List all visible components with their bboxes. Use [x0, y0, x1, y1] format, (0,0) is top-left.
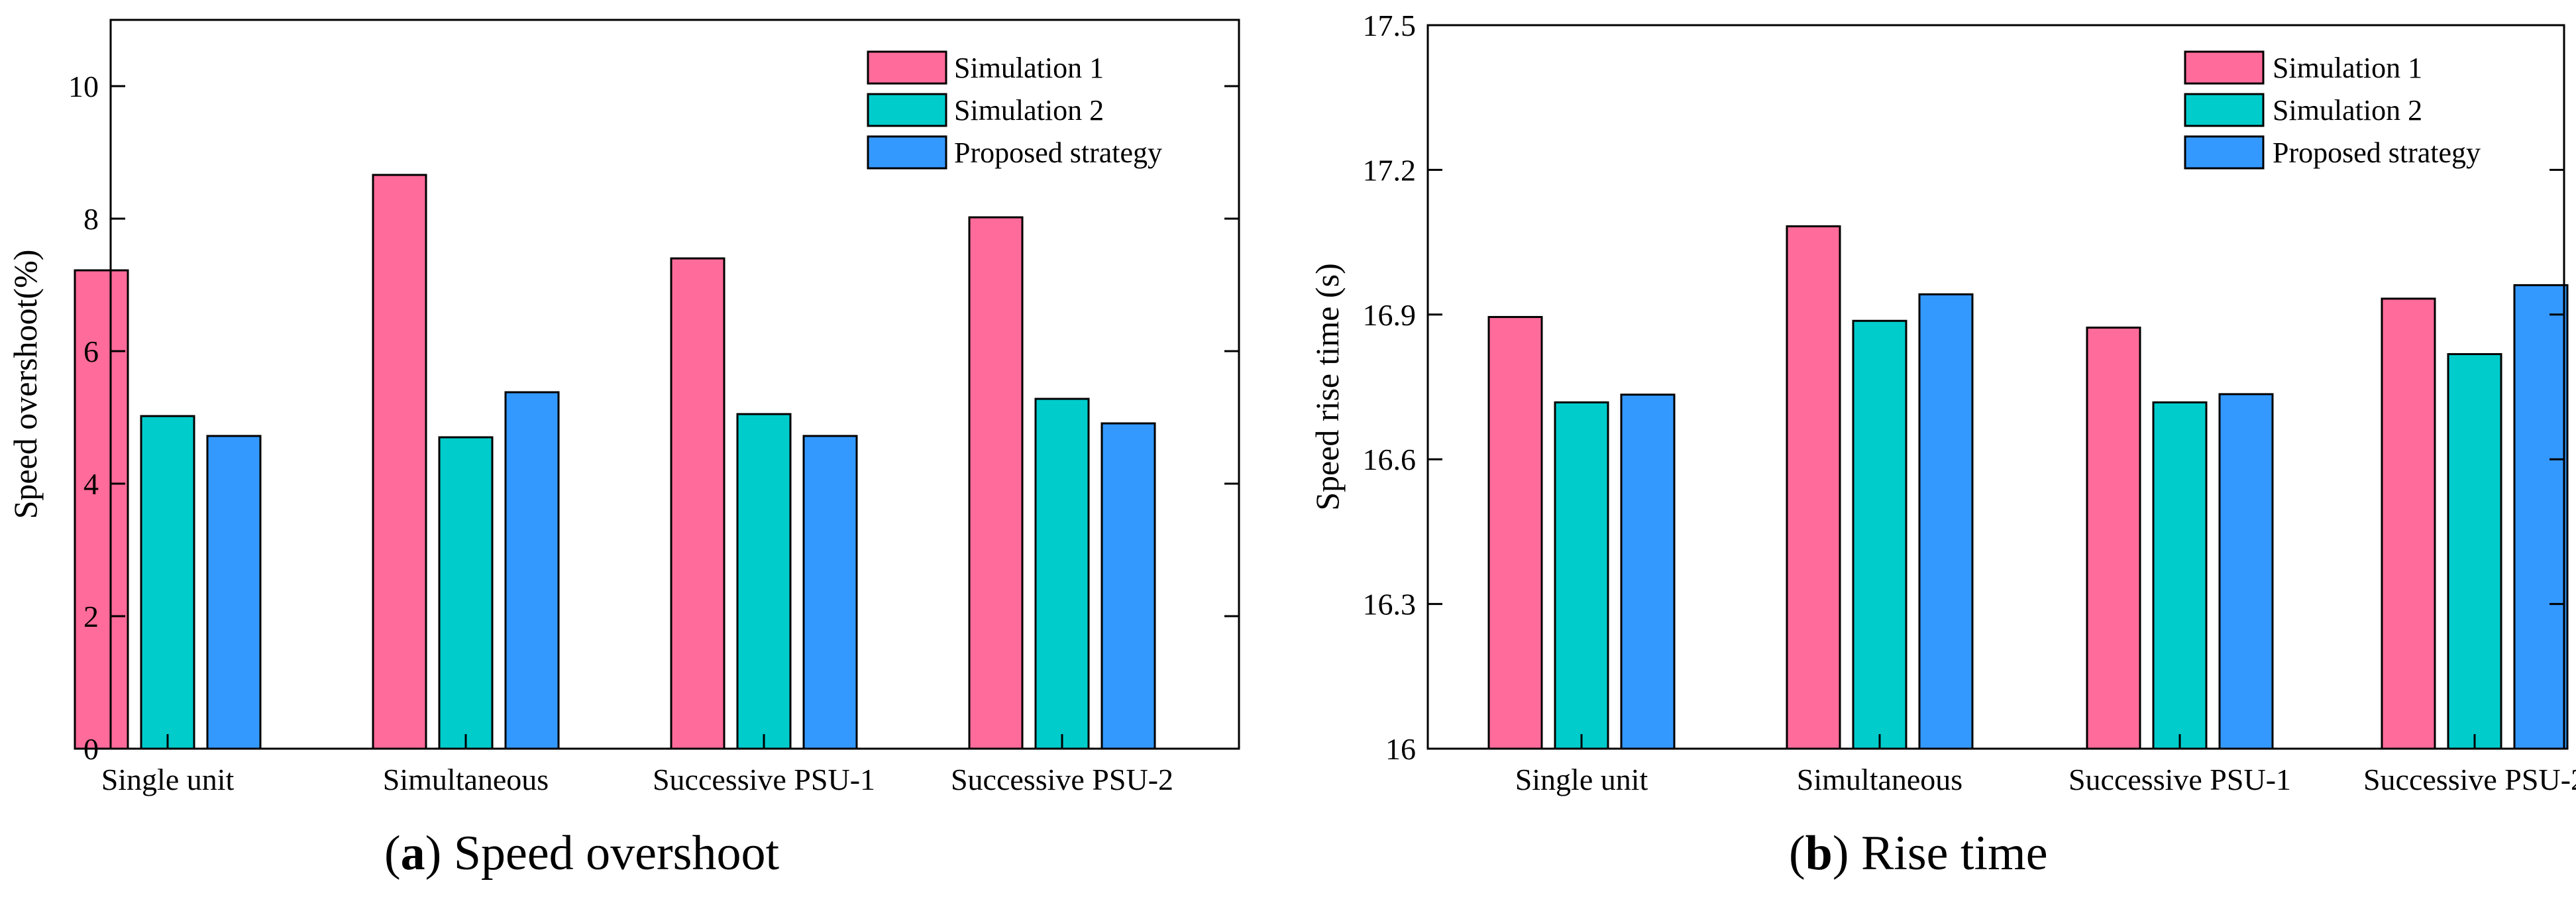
caption-text: Speed overshoot: [454, 826, 780, 881]
panel-caption: (a) Speed overshoot: [384, 826, 779, 881]
caption-letter: b: [1805, 826, 1833, 881]
legend-label: Simulation 2: [2273, 94, 2422, 127]
y-tick-label: 0: [83, 732, 99, 766]
y-tick-label: 16.6: [1363, 443, 1417, 476]
y-axis-label: Speed rise time (s): [1309, 263, 1346, 511]
y-tick-label: 10: [68, 70, 99, 103]
y-tick-label: 8: [83, 202, 99, 236]
legend-swatch: [2184, 135, 2265, 170]
legend-label: Proposed strategy: [2273, 136, 2481, 169]
bar-proposed-strategy-2: [1918, 293, 1974, 750]
bar-proposed-strategy-1: [206, 435, 262, 750]
bar-proposed-strategy-3: [802, 435, 858, 750]
bar-simulation-1-3: [2086, 326, 2141, 750]
bar-proposed-strategy-1: [1620, 394, 1676, 750]
x-tick-label: Simultaneous: [383, 763, 549, 796]
bar-simulation-2-2: [1852, 319, 1907, 750]
legend-label: Simulation 1: [954, 52, 1104, 84]
panel-caption: (b) Rise time: [1789, 826, 2048, 881]
bar-proposed-strategy-4: [2513, 284, 2569, 750]
x-tick-label: Single unit: [101, 763, 235, 796]
bar-simulation-2-2: [438, 436, 494, 750]
chart-panel-1: 0 2 4 6 8 10 Single unit Simultaneous Successive…: [7, 19, 1240, 881]
y-tick-label: 16.9: [1363, 298, 1417, 332]
bar-simulation-2-4: [1034, 398, 1090, 750]
bar-proposed-strategy-4: [1100, 422, 1156, 750]
bar-simulation-1-2: [1786, 225, 1841, 750]
y-tick-label: 16.3: [1363, 588, 1417, 621]
caption-letter: a: [401, 826, 425, 881]
bar-simulation-1-4: [2381, 297, 2436, 750]
legend-label: Simulation 2: [954, 94, 1104, 127]
x-tick-label: Successive PSU-2: [2363, 763, 2576, 796]
x-tick-label: Successive PSU-1: [2068, 763, 2291, 796]
x-tick-label: Successive PSU-1: [653, 763, 875, 796]
plot-frame: [1426, 24, 2565, 750]
plot-frame: [109, 19, 1240, 750]
bar-proposed-strategy-2: [504, 391, 560, 750]
bar-simulation-1-1: [1487, 315, 1543, 750]
caption-text: Rise time: [1861, 826, 2048, 881]
chart-panel-2: 16 16.3 16.6 16.9 17.2 17.5 Single unit Simulta…: [1309, 9, 2576, 881]
y-tick-label: 16: [1385, 732, 1416, 766]
bar-simulation-1-2: [372, 174, 427, 750]
y-tick-label: 17.5: [1363, 9, 1417, 42]
legend: Simulation 1 Simulation 2 Proposed strateg…: [867, 50, 1162, 170]
bar-simulation-1-4: [968, 216, 1024, 750]
bar-simulation-2-3: [736, 413, 792, 750]
bar-simulation-2-3: [2152, 401, 2208, 750]
bar-simulation-2-1: [1554, 401, 1609, 750]
legend-swatch: [867, 50, 947, 85]
bar-simulation-2-4: [2447, 352, 2502, 750]
y-tick-label: 17.2: [1363, 153, 1417, 187]
legend-swatch: [2184, 93, 2265, 127]
y-tick-label: 6: [83, 335, 99, 368]
x-tick-label: Simultaneous: [1797, 763, 1962, 796]
y-tick-label: 2: [83, 600, 99, 633]
legend-label: Proposed strategy: [954, 136, 1162, 169]
x-tick-label: Single unit: [1515, 763, 1648, 796]
bar-simulation-1-1: [74, 269, 129, 750]
y-tick-label: 4: [83, 467, 99, 501]
legend-swatch: [867, 135, 947, 170]
bar-proposed-strategy-3: [2218, 393, 2274, 750]
bar-simulation-2-1: [140, 415, 195, 750]
legend-label: Simulation 1: [2273, 52, 2422, 84]
x-tick-label: Successive PSU-2: [951, 763, 1173, 796]
legend: Simulation 1 Simulation 2 Proposed strateg…: [2184, 50, 2481, 170]
legend-swatch: [2184, 50, 2265, 85]
legend-swatch: [867, 93, 947, 127]
y-axis-label: Speed overshoot(%): [7, 250, 44, 519]
bar-simulation-1-3: [670, 257, 725, 750]
